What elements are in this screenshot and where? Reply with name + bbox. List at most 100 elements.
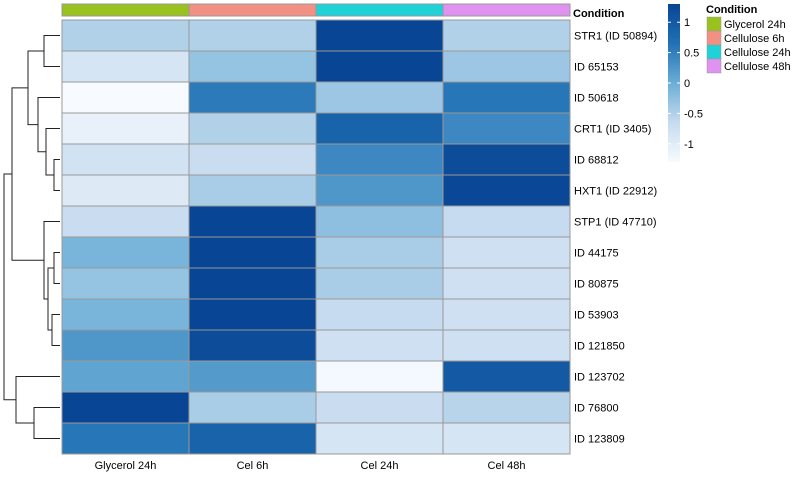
heatmap-cell bbox=[442, 143, 571, 176]
row-label: STP1 (ID 47710) bbox=[574, 217, 657, 229]
heatmap-cell bbox=[61, 174, 190, 207]
heatmap-cell bbox=[315, 298, 444, 331]
heatmap-cell bbox=[188, 205, 317, 238]
row-label: ID 80875 bbox=[574, 279, 619, 291]
row-label: ID 68812 bbox=[574, 155, 619, 167]
heatmap-cell bbox=[315, 112, 444, 145]
row-label: ID 76800 bbox=[574, 403, 619, 415]
heatmap-cell bbox=[442, 360, 571, 393]
heatmap-cell bbox=[442, 19, 571, 52]
heatmap-cell bbox=[188, 298, 317, 331]
condition-legend-label: Cellulose 48h bbox=[724, 61, 791, 73]
annotation-bar-cell bbox=[442, 3, 571, 17]
column-label: Cel 48h bbox=[488, 460, 526, 472]
column-label: Cel 6h bbox=[237, 460, 269, 472]
heatmap-cell bbox=[61, 236, 190, 269]
heatmap-cell bbox=[61, 112, 190, 145]
heatmap-cell bbox=[315, 143, 444, 176]
row-label: HXT1 (ID 22912) bbox=[574, 186, 657, 198]
heatmap-cell bbox=[442, 50, 571, 83]
heatmap-cells bbox=[61, 19, 571, 455]
row-label: ID 123702 bbox=[574, 372, 625, 384]
color-scale-tick-label: 0 bbox=[684, 78, 690, 90]
heatmap-cell bbox=[315, 360, 444, 393]
heatmap-cell bbox=[315, 81, 444, 114]
dendrogram-branch bbox=[27, 50, 44, 126]
column-label: Cel 24h bbox=[361, 460, 399, 472]
condition-legend-label: Cellulose 24h bbox=[724, 47, 791, 59]
condition-legend-swatch bbox=[706, 30, 722, 46]
heatmap-cell bbox=[61, 19, 190, 52]
column-labels: Glycerol 24h Cel 6h Cel 24h Cel 48h bbox=[95, 460, 526, 472]
color-scale-tick-label: -0.5 bbox=[684, 108, 703, 120]
heatmap-cell bbox=[315, 50, 444, 83]
heatmap-cell bbox=[315, 19, 444, 52]
row-label: STR1 (ID 50894) bbox=[574, 31, 657, 43]
row-dendrogram bbox=[3, 35, 60, 439]
row-label: ID 121850 bbox=[574, 341, 625, 353]
row-label: ID 65153 bbox=[574, 62, 619, 74]
heatmap-cell bbox=[188, 267, 317, 300]
heatmap-cell bbox=[61, 391, 190, 424]
dendrogram-branch bbox=[15, 376, 60, 424]
row-labels: STR1 (ID 50894) ID 65153 ID 50618 CRT1 (ID … bbox=[574, 31, 657, 446]
heatmap-cell bbox=[61, 329, 190, 362]
dendrogram-branch bbox=[43, 221, 60, 300]
heatmap-cell bbox=[315, 205, 444, 238]
condition-annotation-bar bbox=[61, 3, 571, 17]
heatmap-cell bbox=[315, 329, 444, 362]
condition-legend-swatch bbox=[706, 44, 722, 60]
dendrogram-branch bbox=[51, 314, 60, 346]
heatmap-cell bbox=[188, 174, 317, 207]
heatmap-cell bbox=[315, 391, 444, 424]
heatmap-cell bbox=[315, 422, 444, 455]
annotation-bar-title: Condition bbox=[573, 8, 625, 20]
row-label: ID 44175 bbox=[574, 248, 619, 260]
heatmap-cell bbox=[442, 205, 571, 238]
heatmap-cell bbox=[188, 236, 317, 269]
dendrogram-branch bbox=[53, 252, 60, 284]
condition-legend-swatch bbox=[706, 16, 722, 32]
annotation-bar-cell bbox=[315, 3, 444, 17]
condition-legend-title: Condition bbox=[706, 4, 758, 16]
condition-legend-swatch bbox=[706, 58, 722, 74]
row-label: ID 53903 bbox=[574, 310, 619, 322]
dendrogram-branch bbox=[33, 407, 60, 439]
heatmap-cell bbox=[61, 267, 190, 300]
heatmap-cell bbox=[188, 143, 317, 176]
dendrogram-branch bbox=[45, 128, 60, 176]
condition-legend: Condition Glycerol 24h Cellulose 6h Cellul… bbox=[706, 4, 791, 74]
color-scale-bar bbox=[668, 4, 680, 162]
heatmap-cell bbox=[442, 81, 571, 114]
dendrogram-branch bbox=[47, 267, 54, 331]
heatmap-cell bbox=[188, 329, 317, 362]
heatmap-cell bbox=[188, 112, 317, 145]
annotation-bar-cell bbox=[61, 3, 190, 17]
color-scale-tick-label: -1 bbox=[684, 139, 694, 151]
heatmap-cell bbox=[315, 174, 444, 207]
heatmap-cell bbox=[442, 112, 571, 145]
heatmap-cell bbox=[188, 422, 317, 455]
condition-legend-label: Cellulose 6h bbox=[724, 33, 785, 45]
heatmap-cell bbox=[61, 422, 190, 455]
heatmap-cell bbox=[188, 19, 317, 52]
dendrogram-branch bbox=[43, 35, 60, 67]
heatmap-cell bbox=[442, 298, 571, 331]
heatmap-cell bbox=[188, 360, 317, 393]
condition-legend-label: Glycerol 24h bbox=[724, 19, 786, 31]
heatmap-cell bbox=[315, 267, 444, 300]
dendrogram-branch bbox=[37, 97, 60, 153]
color-scale-legend: 1 0.5 0 -0.5 -1 bbox=[668, 4, 703, 162]
heatmap-cell bbox=[61, 81, 190, 114]
heatmap-cell bbox=[61, 360, 190, 393]
heatmap-cell bbox=[61, 50, 190, 83]
heatmap-cell bbox=[61, 143, 190, 176]
heatmap-cell bbox=[442, 329, 571, 362]
dendrogram-branch bbox=[3, 173, 16, 401]
row-label: ID 123809 bbox=[574, 434, 625, 446]
heatmap-cell bbox=[188, 81, 317, 114]
heatmap-cell bbox=[442, 391, 571, 424]
heatmap-cell bbox=[442, 174, 571, 207]
color-scale-tick-label: 0.5 bbox=[684, 48, 699, 60]
